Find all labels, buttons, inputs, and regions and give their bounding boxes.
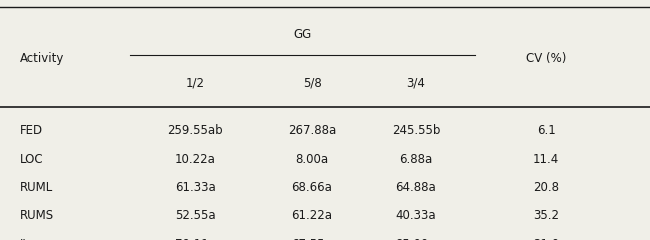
Text: 6.1: 6.1 — [537, 124, 555, 137]
Text: 35.2: 35.2 — [533, 209, 559, 222]
Text: 245.55b: 245.55b — [392, 124, 440, 137]
Text: 61.33a: 61.33a — [175, 181, 215, 194]
Text: FED: FED — [20, 124, 43, 137]
Text: 10.22a: 10.22a — [175, 153, 215, 166]
Text: 67.55a: 67.55a — [292, 238, 332, 240]
Text: 40.33a: 40.33a — [396, 209, 436, 222]
Text: 259.55ab: 259.55ab — [167, 124, 223, 137]
Text: 1/2: 1/2 — [185, 76, 205, 89]
Text: 79.11a: 79.11a — [174, 238, 216, 240]
Text: GG: GG — [293, 28, 311, 41]
Text: RUML: RUML — [20, 181, 53, 194]
Text: 3/4: 3/4 — [406, 76, 426, 89]
Text: IL: IL — [20, 238, 29, 240]
Text: LOC: LOC — [20, 153, 43, 166]
Text: 6.88a: 6.88a — [399, 153, 433, 166]
Text: 8.00a: 8.00a — [296, 153, 328, 166]
Text: 5/8: 5/8 — [303, 76, 321, 89]
Text: 11.4: 11.4 — [533, 153, 559, 166]
Text: 21.0: 21.0 — [533, 238, 559, 240]
Text: 61.22a: 61.22a — [291, 209, 333, 222]
Text: 20.8: 20.8 — [533, 181, 559, 194]
Text: 267.88a: 267.88a — [288, 124, 336, 137]
Text: RUMS: RUMS — [20, 209, 53, 222]
Text: 52.55a: 52.55a — [175, 209, 215, 222]
Text: CV (%): CV (%) — [526, 52, 566, 65]
Text: 85.00a: 85.00a — [396, 238, 436, 240]
Text: 68.66a: 68.66a — [292, 181, 332, 194]
Text: 64.88a: 64.88a — [396, 181, 436, 194]
Text: Activity: Activity — [20, 52, 64, 65]
